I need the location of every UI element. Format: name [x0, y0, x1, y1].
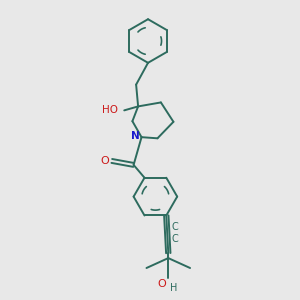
Text: O: O: [100, 156, 109, 166]
Text: HO: HO: [102, 105, 119, 116]
Text: C: C: [172, 222, 178, 233]
Text: N: N: [131, 131, 140, 141]
Text: H: H: [169, 283, 177, 293]
Text: O: O: [157, 279, 166, 289]
Text: C: C: [172, 234, 178, 244]
